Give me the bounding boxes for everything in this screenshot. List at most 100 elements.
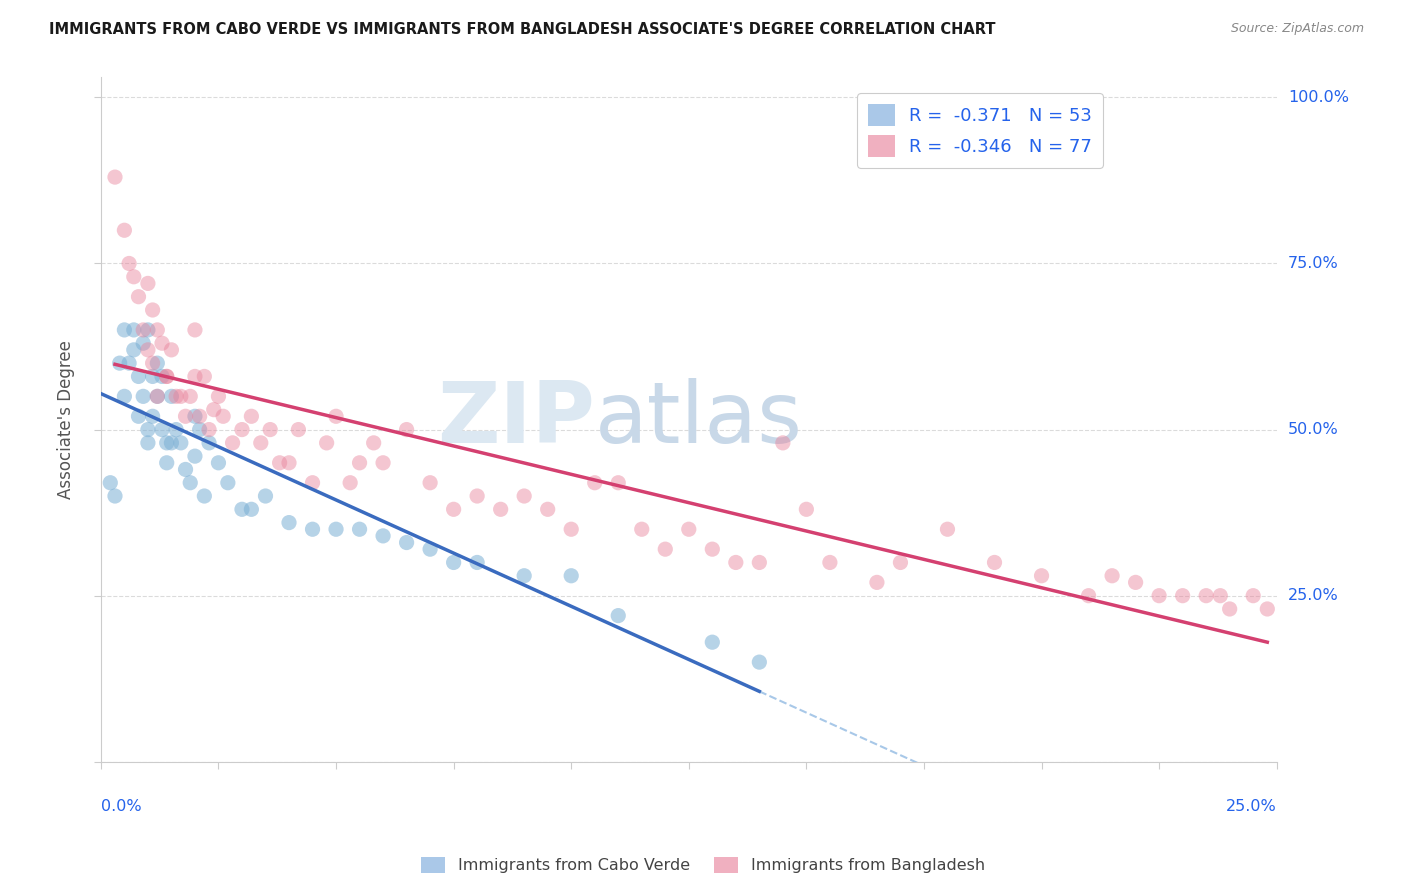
Point: [654, 542, 676, 557]
Text: ZIP: ZIP: [437, 378, 595, 461]
Point: [513, 489, 536, 503]
Point: [142, 356, 165, 370]
Point: [136, 423, 159, 437]
Point: [240, 409, 263, 424]
Point: [142, 409, 165, 424]
Point: [231, 423, 253, 437]
Text: 75.0%: 75.0%: [1288, 256, 1339, 271]
Point: [560, 568, 582, 582]
Point: [419, 542, 441, 557]
Point: [1209, 589, 1232, 603]
Text: IMMIGRANTS FROM CABO VERDE VS IMMIGRANTS FROM BANGLADESH ASSOCIATE'S DEGREE CORR: IMMIGRANTS FROM CABO VERDE VS IMMIGRANTS…: [49, 22, 995, 37]
Point: [371, 529, 394, 543]
Text: 100.0%: 100.0%: [1288, 90, 1348, 105]
Point: [443, 556, 465, 570]
Point: [702, 635, 724, 649]
Text: 0.0%: 0.0%: [101, 799, 142, 814]
Point: [184, 369, 207, 384]
Point: [160, 435, 183, 450]
Point: [537, 502, 560, 516]
Point: [118, 256, 141, 270]
Point: [174, 462, 197, 476]
Point: [489, 502, 512, 516]
Point: [217, 475, 239, 490]
Point: [136, 343, 159, 357]
Point: [465, 489, 488, 503]
Point: [231, 502, 253, 516]
Point: [1125, 575, 1147, 590]
Text: 50.0%: 50.0%: [1288, 422, 1339, 437]
Point: [174, 409, 197, 424]
Point: [607, 475, 630, 490]
Point: [249, 435, 271, 450]
Point: [98, 475, 121, 490]
Point: [748, 655, 770, 669]
Point: [136, 435, 159, 450]
Point: [936, 522, 959, 536]
Point: [132, 323, 155, 337]
Point: [112, 389, 135, 403]
Point: [278, 516, 301, 530]
Point: [349, 522, 371, 536]
Point: [156, 456, 179, 470]
Point: [202, 402, 225, 417]
Point: [198, 423, 221, 437]
Point: [122, 323, 145, 337]
Point: [146, 389, 169, 403]
Point: [301, 522, 323, 536]
Point: [325, 522, 347, 536]
Point: [156, 369, 179, 384]
Point: [1241, 589, 1264, 603]
Point: [339, 475, 361, 490]
Point: [112, 223, 135, 237]
Point: [146, 389, 169, 403]
Point: [395, 423, 418, 437]
Point: [104, 170, 127, 185]
Point: [136, 323, 159, 337]
Point: [724, 556, 747, 570]
Point: [221, 435, 243, 450]
Point: [104, 489, 127, 503]
Point: [1195, 589, 1218, 603]
Point: [983, 556, 1005, 570]
Point: [1101, 568, 1123, 582]
Point: [212, 409, 235, 424]
Point: [301, 475, 323, 490]
Point: [160, 389, 183, 403]
Point: [136, 277, 159, 291]
Point: [142, 369, 165, 384]
Point: [122, 269, 145, 284]
Point: [160, 343, 183, 357]
Point: [179, 389, 201, 403]
Text: Source: ZipAtlas.com: Source: ZipAtlas.com: [1230, 22, 1364, 36]
Point: [165, 389, 187, 403]
Point: [678, 522, 700, 536]
Text: atlas: atlas: [595, 378, 803, 461]
Point: [193, 489, 215, 503]
Point: [287, 423, 309, 437]
Point: [443, 502, 465, 516]
Y-axis label: Associate's Degree: Associate's Degree: [58, 340, 75, 499]
Text: 25.0%: 25.0%: [1226, 799, 1277, 814]
Point: [349, 456, 371, 470]
Point: [184, 409, 207, 424]
Point: [142, 303, 165, 318]
Point: [1171, 589, 1194, 603]
Point: [772, 435, 794, 450]
Point: [269, 456, 291, 470]
Point: [122, 343, 145, 357]
Point: [254, 489, 277, 503]
Point: [259, 423, 281, 437]
Point: [889, 556, 911, 570]
Point: [419, 475, 441, 490]
Point: [560, 522, 582, 536]
Point: [465, 556, 488, 570]
Point: [1077, 589, 1099, 603]
Point: [748, 556, 770, 570]
Point: [198, 435, 221, 450]
Point: [146, 356, 169, 370]
Point: [150, 369, 173, 384]
Point: [150, 423, 173, 437]
Point: [395, 535, 418, 549]
Point: [866, 575, 889, 590]
